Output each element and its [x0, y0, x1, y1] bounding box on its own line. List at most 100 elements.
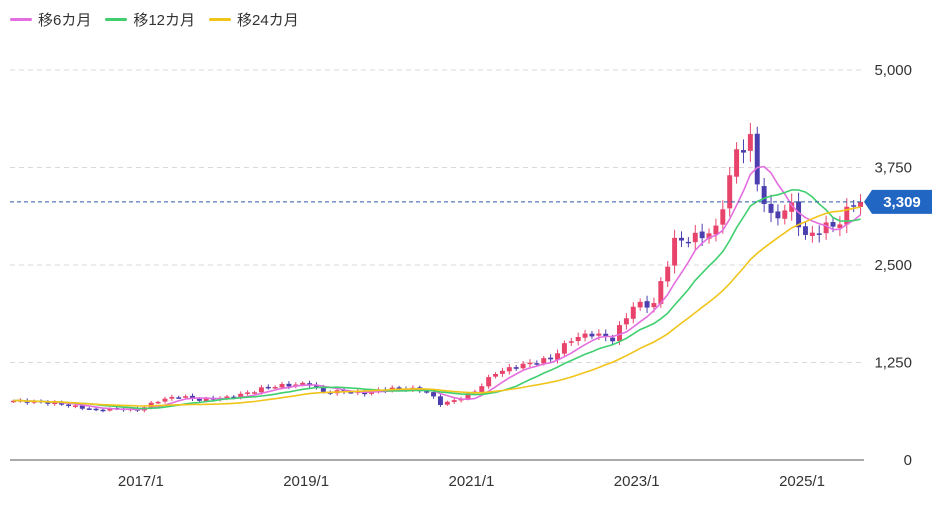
candle-body — [486, 377, 492, 387]
candle-body — [424, 391, 430, 393]
x-tick-label-2019/1: 2019/1 — [283, 473, 329, 490]
candle-body — [706, 233, 712, 239]
candle-body — [596, 333, 602, 336]
legend-item-ma24[interactable]: 移24カ月 — [209, 9, 299, 30]
candle-body — [782, 210, 788, 219]
y-tick-label-5000: 5,000 — [874, 62, 912, 79]
candle-body — [527, 362, 533, 365]
candle-body — [169, 396, 175, 399]
candle-body — [768, 203, 774, 213]
candle-body — [789, 202, 795, 212]
candle-body — [499, 370, 505, 374]
x-tick-label-2021/1: 2021/1 — [448, 473, 494, 490]
candle-body — [513, 367, 519, 369]
y-tick-label-2500: 2,500 — [874, 257, 912, 274]
candle-body — [396, 387, 402, 389]
y-tick-label-3750: 3,750 — [874, 160, 912, 177]
candle-body — [279, 384, 285, 388]
current-price-tag — [864, 189, 932, 214]
candle-body — [506, 367, 512, 372]
candle-body — [196, 398, 202, 401]
candle-body — [775, 211, 781, 219]
candle-body — [637, 301, 643, 308]
candle-body — [224, 396, 230, 399]
x-tick-label-2023/1: 2023/1 — [614, 473, 660, 490]
legend-item-ma6[interactable]: 移6カ月 — [10, 9, 91, 30]
candle-body — [823, 222, 829, 234]
candle-body — [658, 281, 664, 304]
current-price-layer: 3,309 — [10, 189, 932, 214]
legend-swatch-ma6 — [10, 17, 32, 21]
candle-body — [747, 134, 753, 151]
candle-body — [493, 373, 499, 377]
candle-body — [203, 398, 209, 402]
candle-body — [66, 404, 72, 407]
candle-body — [162, 398, 168, 402]
candle-body — [623, 318, 629, 325]
legend-swatch-ma12 — [105, 17, 128, 21]
candle-body — [692, 232, 698, 243]
candle-body — [568, 341, 574, 343]
candle-body — [341, 389, 347, 393]
candle-body — [672, 237, 678, 266]
candle-body — [617, 325, 622, 342]
candle-body — [231, 396, 237, 399]
candle-body — [548, 357, 554, 360]
candle-body — [644, 301, 650, 308]
candle-body — [252, 392, 257, 394]
candle-body — [183, 396, 189, 398]
candle-body — [534, 363, 540, 365]
legend-label-ma24: 移24カ月 — [237, 11, 299, 29]
candle-body — [190, 395, 195, 399]
candle-body — [107, 408, 113, 411]
candle-body — [630, 306, 636, 319]
candle-body — [665, 266, 671, 282]
candle-body — [858, 201, 864, 207]
axis-layer: 5,000 3,750 2,500 1,250 0 2017/1 2019/1 2021/1 2… — [10, 62, 912, 490]
candle-body — [258, 387, 264, 393]
candle-body — [555, 353, 561, 360]
candle-body — [72, 405, 78, 407]
y-tick-label-0: 0 — [904, 452, 912, 469]
candle-body — [520, 363, 526, 369]
candle-body — [444, 401, 450, 405]
candle-body — [582, 333, 588, 338]
candle-body — [541, 358, 547, 364]
candle-body — [465, 393, 471, 399]
candle-body — [816, 233, 822, 235]
candle-body — [851, 205, 857, 207]
legend-item-ma12[interactable]: 移12カ月 — [105, 9, 195, 30]
candle-body — [320, 386, 326, 392]
candle-body — [272, 387, 278, 389]
candle-body — [100, 409, 106, 412]
x-tick-label-2025/1: 2025/1 — [779, 473, 825, 490]
candle-body — [348, 392, 354, 394]
candle-body — [685, 241, 691, 244]
candle-body — [176, 397, 182, 399]
candle-body — [679, 237, 684, 241]
legend-swatch-ma24 — [209, 17, 232, 21]
ma-line-12 — [13, 189, 861, 410]
candle-body — [796, 201, 802, 228]
candle-body — [727, 175, 733, 209]
candle-body — [740, 150, 746, 153]
candle-body — [451, 400, 457, 402]
candle-body — [720, 209, 726, 225]
candle-body — [86, 408, 92, 410]
chart-legend: 移6カ月 移12カ月 移24カ月 — [10, 8, 299, 30]
candle-body — [286, 383, 292, 387]
candle-layer — [10, 123, 864, 413]
candle-body — [155, 401, 161, 404]
y-tick-label-1250: 1,250 — [874, 355, 912, 372]
candle-body — [45, 402, 51, 404]
current-price-label: 3,309 — [883, 194, 921, 211]
candle-body — [79, 405, 85, 409]
candle-body — [651, 303, 657, 308]
candle-body — [610, 337, 616, 342]
legend-label-ma12: 移12カ月 — [133, 11, 196, 29]
candle-body — [293, 384, 299, 387]
candle-body — [431, 392, 437, 397]
candle-body — [561, 343, 567, 354]
candle-body — [603, 333, 609, 337]
